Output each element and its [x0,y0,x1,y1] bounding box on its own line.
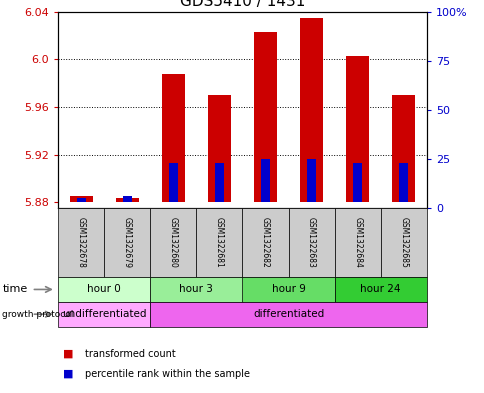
Text: ■: ■ [63,369,74,379]
Text: GSM1322681: GSM1322681 [214,217,224,268]
Bar [306,159,316,202]
Bar [300,18,322,202]
Text: ■: ■ [63,349,74,359]
Bar [116,198,138,202]
Text: time: time [2,285,28,294]
Bar [168,163,178,202]
Text: GSM1322680: GSM1322680 [168,217,178,268]
Bar [346,56,368,202]
Text: transformed count: transformed count [85,349,175,359]
Bar [352,163,362,202]
Bar [214,163,224,202]
Text: hour 0: hour 0 [87,285,121,294]
Bar [208,95,230,202]
Text: growth protocol: growth protocol [2,310,74,319]
Text: hour 3: hour 3 [179,285,213,294]
Text: GSM1322679: GSM1322679 [122,217,132,268]
Text: GSM1322685: GSM1322685 [398,217,408,268]
Bar [254,32,276,202]
Text: undifferentiated: undifferentiated [62,309,146,319]
Text: hour 24: hour 24 [360,285,400,294]
Bar [70,196,92,202]
Bar [398,163,408,202]
Text: percentile rank within the sample: percentile rank within the sample [85,369,249,379]
Text: GSM1322678: GSM1322678 [76,217,86,268]
Text: hour 9: hour 9 [271,285,305,294]
Text: GSM1322682: GSM1322682 [260,217,270,268]
Bar [76,198,86,202]
Text: GSM1322683: GSM1322683 [306,217,316,268]
Title: GDS5410 / 1431: GDS5410 / 1431 [180,0,304,9]
Text: differentiated: differentiated [253,309,323,319]
Text: GSM1322684: GSM1322684 [352,217,362,268]
Bar [162,74,184,202]
Bar [392,95,414,202]
Bar [122,196,132,202]
Bar [260,159,270,202]
